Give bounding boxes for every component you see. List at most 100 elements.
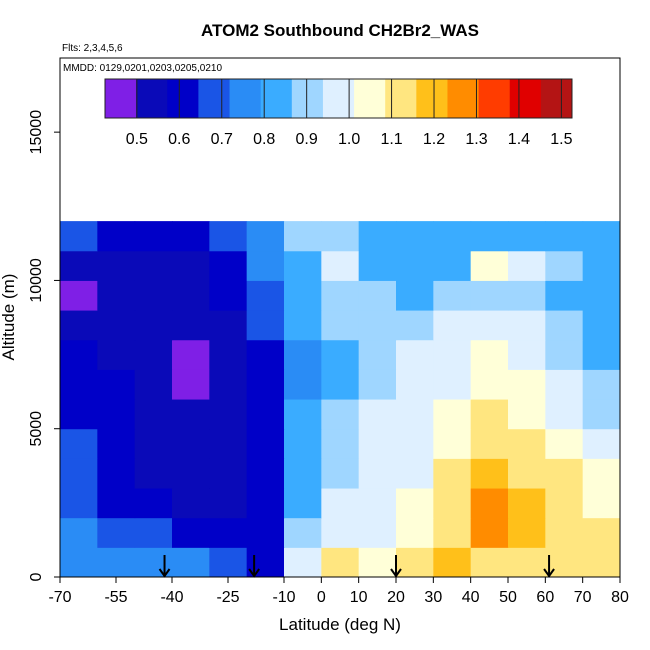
heatmap-cell — [358, 369, 397, 400]
heatmap-cell — [396, 339, 434, 370]
heatmap-cell — [134, 458, 173, 489]
heatmap-cell — [321, 221, 360, 252]
x-axis: -70 -55 -40 -25 -10 0 10 20 30 40 50 60 70 80 — [48, 577, 629, 606]
y-axis-label: Altitude (m) — [0, 274, 18, 361]
heatmap-cell — [396, 369, 434, 400]
heatmap-cell — [209, 221, 248, 252]
heatmap-cell — [508, 250, 546, 281]
heatmap-cell — [246, 547, 285, 578]
heatmap-cell — [134, 339, 173, 370]
heatmap-cell — [209, 280, 248, 311]
x-tick-label: 60 — [536, 589, 554, 606]
heatmap-cell — [470, 399, 509, 430]
heatmap-cell — [433, 517, 472, 548]
colorbar-tick-label: 1.1 — [380, 131, 402, 148]
heatmap-cell — [358, 458, 397, 489]
heatmap-cell — [246, 517, 285, 548]
y-axis: 0 5000 10000 15000 — [28, 110, 60, 581]
heatmap-cell — [582, 547, 621, 578]
heatmap-cell — [209, 310, 248, 341]
x-tick-label: 20 — [387, 589, 405, 606]
heatmap-layer — [60, 221, 621, 578]
heatmap-cell — [134, 280, 173, 311]
heatmap-cell — [209, 547, 248, 578]
heatmap-cell — [134, 221, 173, 252]
heatmap-cell — [545, 310, 584, 341]
colorbar-segment — [260, 79, 293, 118]
heatmap-cell — [508, 339, 546, 370]
heatmap-cell — [470, 280, 509, 311]
heatmap-cell — [470, 517, 509, 548]
heatmap-cell — [97, 369, 136, 400]
heatmap-cell — [358, 310, 397, 341]
heatmap-cell — [358, 339, 397, 370]
heatmap-cell — [433, 458, 472, 489]
heatmap-cell — [358, 488, 397, 519]
heatmap-cell — [134, 488, 173, 519]
colorbar-tick-label: 0.5 — [126, 131, 148, 148]
heatmap-cell — [470, 310, 509, 341]
heatmap-cell — [172, 280, 210, 311]
heatmap-cell — [358, 428, 397, 459]
heatmap-cell — [97, 517, 136, 548]
colorbar-tick-label: 1.2 — [423, 131, 445, 148]
heatmap-cell — [358, 221, 397, 252]
heatmap-cell — [97, 488, 136, 519]
heatmap-cell — [97, 428, 136, 459]
heatmap-cell — [284, 339, 322, 370]
heatmap-cell — [358, 399, 397, 430]
heatmap-cell — [508, 517, 546, 548]
heatmap-cell — [470, 369, 509, 400]
heatmap-cell — [582, 428, 621, 459]
heatmap-cell — [60, 339, 98, 370]
heatmap-cell — [582, 488, 621, 519]
heatmap-cell — [172, 488, 210, 519]
colorbar-segment — [509, 79, 542, 118]
colorbar-tick-label: 0.9 — [296, 131, 318, 148]
heatmap-cell — [508, 369, 546, 400]
heatmap-cell — [508, 399, 546, 430]
heatmap-cell — [284, 250, 322, 281]
y-tick-label: 15000 — [28, 110, 45, 155]
heatmap-cell — [582, 369, 621, 400]
heatmap-cell — [396, 458, 434, 489]
heatmap-cell — [284, 488, 322, 519]
heatmap-cell — [358, 280, 397, 311]
colorbar-tick-label: 0.7 — [211, 131, 233, 148]
heatmap-cell — [358, 547, 397, 578]
heatmap-cell — [60, 547, 98, 578]
heatmap-cell — [433, 250, 472, 281]
heatmap-cell — [396, 517, 434, 548]
heatmap-cell — [470, 221, 509, 252]
heatmap-cell — [60, 399, 98, 430]
heatmap-cell — [172, 369, 210, 400]
heatmap-cell — [508, 488, 546, 519]
heatmap-cell — [470, 428, 509, 459]
heatmap-cell — [545, 250, 584, 281]
colorbar-tick-label: 1.4 — [508, 131, 530, 148]
heatmap-cell — [433, 310, 472, 341]
heatmap-cell — [60, 488, 98, 519]
heatmap-cell — [508, 547, 546, 578]
heatmap-cell — [97, 547, 136, 578]
latitude-arrow-head — [543, 568, 555, 578]
heatmap-cell — [396, 221, 434, 252]
heatmap-cell — [134, 310, 173, 341]
heatmap-cell — [97, 310, 136, 341]
heatmap-cell — [433, 221, 472, 252]
heatmap-cell — [470, 458, 509, 489]
heatmap-cell — [582, 517, 621, 548]
heatmap-cell — [508, 280, 546, 311]
heatmap-cell — [209, 517, 248, 548]
heatmap-cell — [396, 280, 434, 311]
heatmap-cell — [396, 488, 434, 519]
heatmap-cell — [508, 310, 546, 341]
heatmap-cell — [545, 280, 584, 311]
heatmap-cell — [582, 221, 621, 252]
x-tick-label: 0 — [317, 589, 326, 606]
colorbar-segment — [136, 79, 168, 118]
heatmap-cell — [545, 458, 584, 489]
x-tick-label: 40 — [462, 589, 480, 606]
heatmap-cell — [321, 428, 360, 459]
